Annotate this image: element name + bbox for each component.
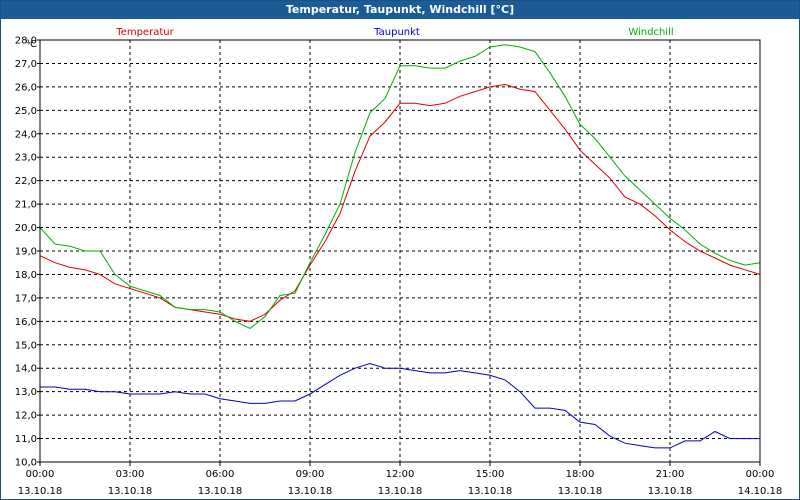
x-tick-time: 12:00 xyxy=(386,469,415,480)
grid-lines xyxy=(40,40,760,462)
x-tick-time: 00:00 xyxy=(26,469,55,480)
y-tick-label: 16,0 xyxy=(15,317,37,328)
x-tick-time: 09:00 xyxy=(296,469,325,480)
x-tick-date: 13.10.18 xyxy=(18,486,63,497)
x-tick-time: 03:00 xyxy=(116,469,145,480)
y-tick-label: 13,0 xyxy=(15,387,37,398)
y-tick-label: 21,0 xyxy=(15,200,37,211)
legend-entry-windchill: Windchill xyxy=(628,27,673,38)
y-tick-label: 17,0 xyxy=(15,293,37,304)
y-tick-label: 24,0 xyxy=(15,129,37,140)
x-tick-time: 06:00 xyxy=(206,469,235,480)
legend: Temperatur Taupunkt Windchill xyxy=(115,27,673,38)
y-tick-label: 12,0 xyxy=(15,411,37,422)
y-tick-label: 19,0 xyxy=(15,247,37,258)
x-tick-time: 15:00 xyxy=(476,469,505,480)
x-axis: 00:00 13.10.18 03:00 13.10.18 06:00 13.10.18 0… xyxy=(18,462,783,497)
y-tick-label: 11,0 xyxy=(15,434,37,445)
x-tick-time: 21:00 xyxy=(656,469,685,480)
chart-svg: 10,0 11,0 12,0 13,0 14,0 15,0 16,0 17,0 18,0 19,0… xyxy=(15,27,783,497)
y-tick-label: 10,0 xyxy=(15,458,37,469)
y-tick-label: 20,0 xyxy=(15,223,37,234)
series-line-temperatur xyxy=(39,83,761,322)
x-tick-date: 13.10.18 xyxy=(378,486,423,497)
x-tick-time: 18:00 xyxy=(566,469,595,480)
y-tick-label: 26,0 xyxy=(15,82,37,93)
y-tick-label: 15,0 xyxy=(15,340,37,351)
x-tick-date: 13.10.18 xyxy=(648,486,693,497)
window-title: Temperatur, Taupunkt, Windchill [°C] xyxy=(1,1,799,19)
x-tick-date: 13.10.18 xyxy=(468,486,513,497)
y-tick-label: 22,0 xyxy=(15,176,37,187)
legend-entry-temperatur: Temperatur xyxy=(115,27,174,38)
series-line-windchill xyxy=(39,44,761,329)
x-tick-date: 14.10.18 xyxy=(738,486,783,497)
y-axis-label: °C xyxy=(25,39,37,50)
y-tick-label: 23,0 xyxy=(15,153,37,164)
x-tick-date: 13.10.18 xyxy=(198,486,243,497)
x-tick-date: 13.10.18 xyxy=(558,486,603,497)
x-tick-date: 13.10.18 xyxy=(108,486,153,497)
series-line-taupunkt xyxy=(40,362,760,449)
y-axis: 10,0 11,0 12,0 13,0 14,0 15,0 16,0 17,0 18,0 19,0… xyxy=(15,36,40,469)
y-tick-label: 25,0 xyxy=(15,106,37,117)
y-tick-label: 18,0 xyxy=(15,270,37,281)
y-tick-label: 28,0 xyxy=(15,36,37,47)
series-lines xyxy=(39,44,761,449)
y-tick-label: 27,0 xyxy=(15,59,37,70)
x-tick-date: 13.10.18 xyxy=(288,486,333,497)
legend-entry-taupunkt: Taupunkt xyxy=(373,27,420,38)
y-tick-label: 14,0 xyxy=(15,364,37,375)
x-tick-time: 00:00 xyxy=(746,469,775,480)
